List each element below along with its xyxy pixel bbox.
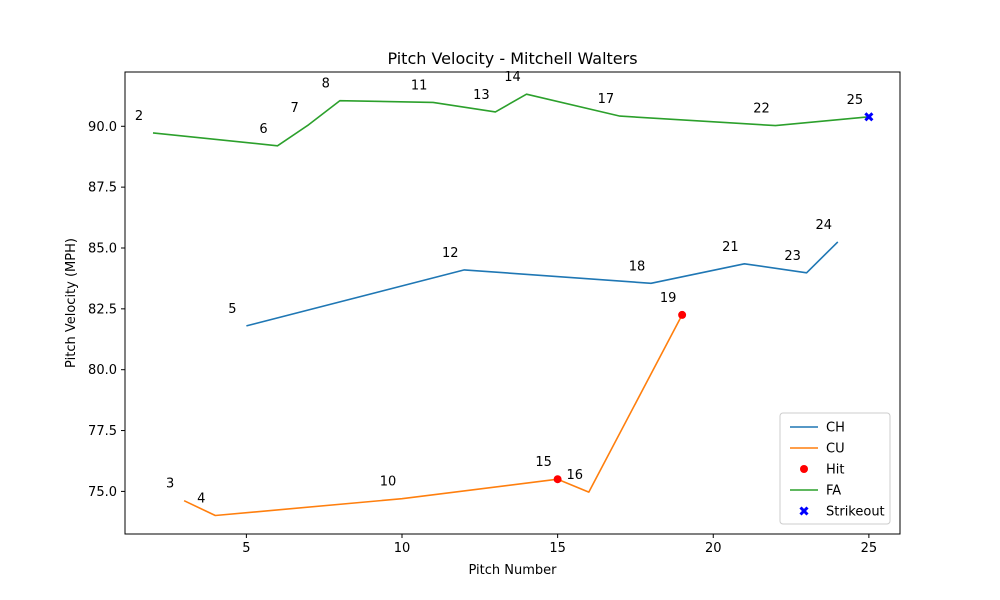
legend-swatch-hit (800, 465, 808, 473)
pitch-number-annotation: 21 (722, 240, 739, 255)
y-tick-label: 87.5 (88, 181, 117, 196)
hit-marker (678, 310, 687, 319)
pitch-number-annotation: 13 (473, 88, 490, 103)
legend-label-hit: Hit (826, 463, 844, 478)
pitch-number-annotation: 23 (784, 249, 801, 264)
legend: CH CU Hit FA Strikeout (779, 412, 891, 525)
pitch-number-annotation: 4 (197, 492, 205, 507)
pitch-number-annotation: 17 (598, 92, 615, 107)
axis-ticks: 5 10 15 20 25 75.0 77.5 80.0 82.5 85.0 87.5 90.0 (88, 120, 877, 556)
y-tick-label: 85.0 (88, 241, 117, 256)
chart-title: Pitch Velocity - Mitchell Walters (387, 49, 637, 68)
x-tick-label: 15 (549, 541, 566, 556)
pitch-number-annotation: 10 (380, 475, 397, 490)
pitch-number-annotation: 25 (847, 93, 864, 108)
pitch-number-annotation: 11 (411, 78, 428, 93)
y-tick-label: 80.0 (88, 363, 117, 378)
pitch-number-annotation: 2 (135, 109, 143, 124)
pitch-number-annotation: 7 (290, 101, 298, 116)
series-line-ch (246, 241, 839, 327)
legend-label-ch: CH (826, 421, 845, 436)
pitch-number-annotation: 12 (442, 246, 459, 261)
pitch-number-annotation: 18 (629, 259, 646, 274)
y-tick-label: 75.0 (88, 485, 117, 500)
legend-label-cu: CU (826, 442, 845, 457)
pitch-number-annotation: 3 (166, 477, 174, 492)
series-line-cu (183, 314, 683, 517)
legend-swatch-strikeout (799, 506, 809, 516)
y-tick-label: 90.0 (88, 120, 117, 135)
plot-frame (124, 71, 901, 535)
x-axis-label: Pitch Number (468, 563, 557, 578)
pitch-number-annotation: 8 (322, 77, 330, 92)
y-axis-label: Pitch Velocity (MPH) (64, 238, 79, 368)
pitch-number-annotation: 14 (504, 70, 521, 85)
hit-marker (553, 475, 562, 484)
pitch-number-annotation: 15 (535, 455, 552, 470)
x-tick-label: 25 (861, 541, 878, 556)
strikeout-marker (864, 112, 874, 122)
y-tick-label: 77.5 (88, 424, 117, 439)
pitch-number-annotation: 6 (259, 122, 267, 137)
legend-box (779, 412, 891, 525)
pitch-number-annotation: 24 (815, 218, 832, 233)
legend-label-strikeout: Strikeout (826, 505, 885, 520)
y-tick-label: 82.5 (88, 302, 117, 317)
x-tick-label: 10 (394, 541, 411, 556)
pitch-number-annotation: 16 (566, 468, 583, 483)
pitch-number-annotation: 19 (660, 291, 677, 306)
pitch-number-annotation: 5 (228, 302, 236, 317)
x-tick-label: 20 (705, 541, 722, 556)
series-line-fa (152, 93, 869, 147)
pitch-number-annotation: 22 (753, 102, 770, 117)
x-tick-label: 5 (242, 541, 250, 556)
legend-label-fa: FA (826, 484, 841, 499)
